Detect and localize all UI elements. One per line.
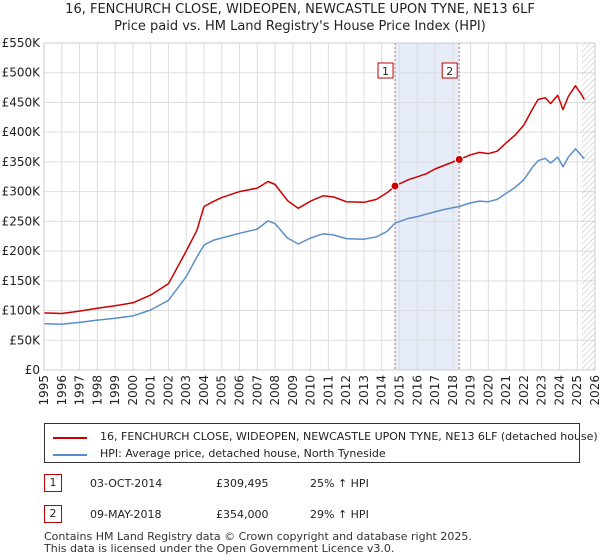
x-tick-label: 2012 xyxy=(339,375,353,406)
x-tick-label: 1996 xyxy=(55,375,69,406)
sale-point xyxy=(454,155,464,165)
y-tick-label: £50K xyxy=(9,333,41,347)
x-tick-label: 2001 xyxy=(144,375,158,406)
sale-hpi-change: 29% ↑ HPI xyxy=(310,508,369,521)
x-tick-label: 2020 xyxy=(481,375,495,406)
legend: 16, FENCHURCH CLOSE, WIDEOPEN, NEWCASTLE… xyxy=(44,423,598,463)
price-chart: £0 £50K £100K £150K £200K £250K £300K £350K £400… xyxy=(2,36,600,406)
x-tick-label: 2024 xyxy=(552,375,566,406)
legend-swatch-property xyxy=(53,437,87,439)
sale-label-box xyxy=(441,62,458,79)
x-tick-label: 1998 xyxy=(90,375,104,406)
chart-title: 16, FENCHURCH CLOSE, WIDEOPEN, NEWCASTLE… xyxy=(65,2,535,17)
y-tick-label: £350K xyxy=(2,155,42,169)
x-tick-label: 2002 xyxy=(161,375,175,406)
sale-date: 03-OCT-2014 xyxy=(90,477,163,490)
chart-subtitle: Price paid vs. HM Land Registry's House … xyxy=(114,19,486,34)
y-tick-label: £300K xyxy=(2,185,42,199)
x-tick-label: 2011 xyxy=(321,375,335,406)
y-tick-label: £0 xyxy=(25,363,40,377)
y-tick-label: £500K xyxy=(2,66,42,80)
legend-label-property: 16, FENCHURCH CLOSE, WIDEOPEN, NEWCASTLE… xyxy=(100,430,598,443)
sale-label-number: 1 xyxy=(382,65,389,78)
sale-price: £309,495 xyxy=(216,477,269,490)
sale-date: 09-MAY-2018 xyxy=(90,508,162,521)
x-tick-label: 2013 xyxy=(357,375,371,406)
x-tick-label: 2017 xyxy=(428,375,442,406)
y-tick-label: £400K xyxy=(2,125,42,139)
x-tick-label: 2018 xyxy=(446,375,460,406)
x-tick-label: 2022 xyxy=(517,375,531,406)
legend-label-hpi: HPI: Average price, detached house, Nort… xyxy=(100,447,386,460)
legend-swatch-hpi xyxy=(53,454,87,456)
x-tick-label: 2025 xyxy=(570,375,584,406)
x-tick-label: 2000 xyxy=(126,375,140,406)
footer-license: This data is licensed under the Open Gov… xyxy=(44,542,395,555)
x-tick-label: 2023 xyxy=(535,375,549,406)
plot-border xyxy=(43,42,596,371)
x-tick-label: 2016 xyxy=(410,375,424,406)
x-tick-label: 1997 xyxy=(73,375,87,406)
sale-marker-badge: 1 xyxy=(44,474,62,492)
x-tick-label: 2021 xyxy=(499,375,513,406)
x-tick-label: 2006 xyxy=(233,375,247,406)
sale-marker-badge: 2 xyxy=(44,505,62,523)
y-tick-label: £250K xyxy=(2,214,42,228)
x-tick-label: 2008 xyxy=(268,375,282,406)
sale-period-shade xyxy=(395,43,460,370)
x-tick-label: 2010 xyxy=(304,375,318,406)
x-tick-label: 2014 xyxy=(375,375,389,406)
x-tick-label: 2026 xyxy=(588,375,600,406)
sale-price: £354,000 xyxy=(216,508,269,521)
property-series-line xyxy=(43,85,585,315)
x-tick-label: 2004 xyxy=(197,375,211,406)
x-tick-label: 2019 xyxy=(464,375,478,406)
sale-row: 2 09-MAY-2018 £354,000 29% ↑ HPI xyxy=(44,505,584,525)
sale-label-number: 2 xyxy=(446,65,453,78)
footer-copyright: Contains HM Land Registry data © Crown c… xyxy=(44,530,472,543)
plot-area xyxy=(44,43,595,370)
x-tick-label: 1995 xyxy=(37,375,51,406)
y-tick-label: £550K xyxy=(2,36,42,50)
sale-point xyxy=(390,181,400,191)
x-tick-label: 2003 xyxy=(179,375,193,406)
forecast-hatch xyxy=(581,43,595,370)
y-tick-label: £150K xyxy=(2,274,42,288)
x-tick-label: 2015 xyxy=(392,375,406,406)
sale-hpi-change: 25% ↑ HPI xyxy=(310,477,369,490)
y-tick-label: £200K xyxy=(2,244,42,258)
y-tick-label: £450K xyxy=(2,95,42,109)
y-tick-label: £100K xyxy=(2,304,42,318)
x-tick-label: 1999 xyxy=(108,375,122,406)
sale-row: 1 03-OCT-2014 £309,495 25% ↑ HPI xyxy=(44,474,584,494)
hpi-series-line xyxy=(43,148,585,325)
x-tick-label: 2005 xyxy=(215,375,229,406)
x-tick-label: 2007 xyxy=(250,375,264,406)
sale-label-box xyxy=(377,62,394,79)
x-tick-label: 2009 xyxy=(286,375,300,406)
